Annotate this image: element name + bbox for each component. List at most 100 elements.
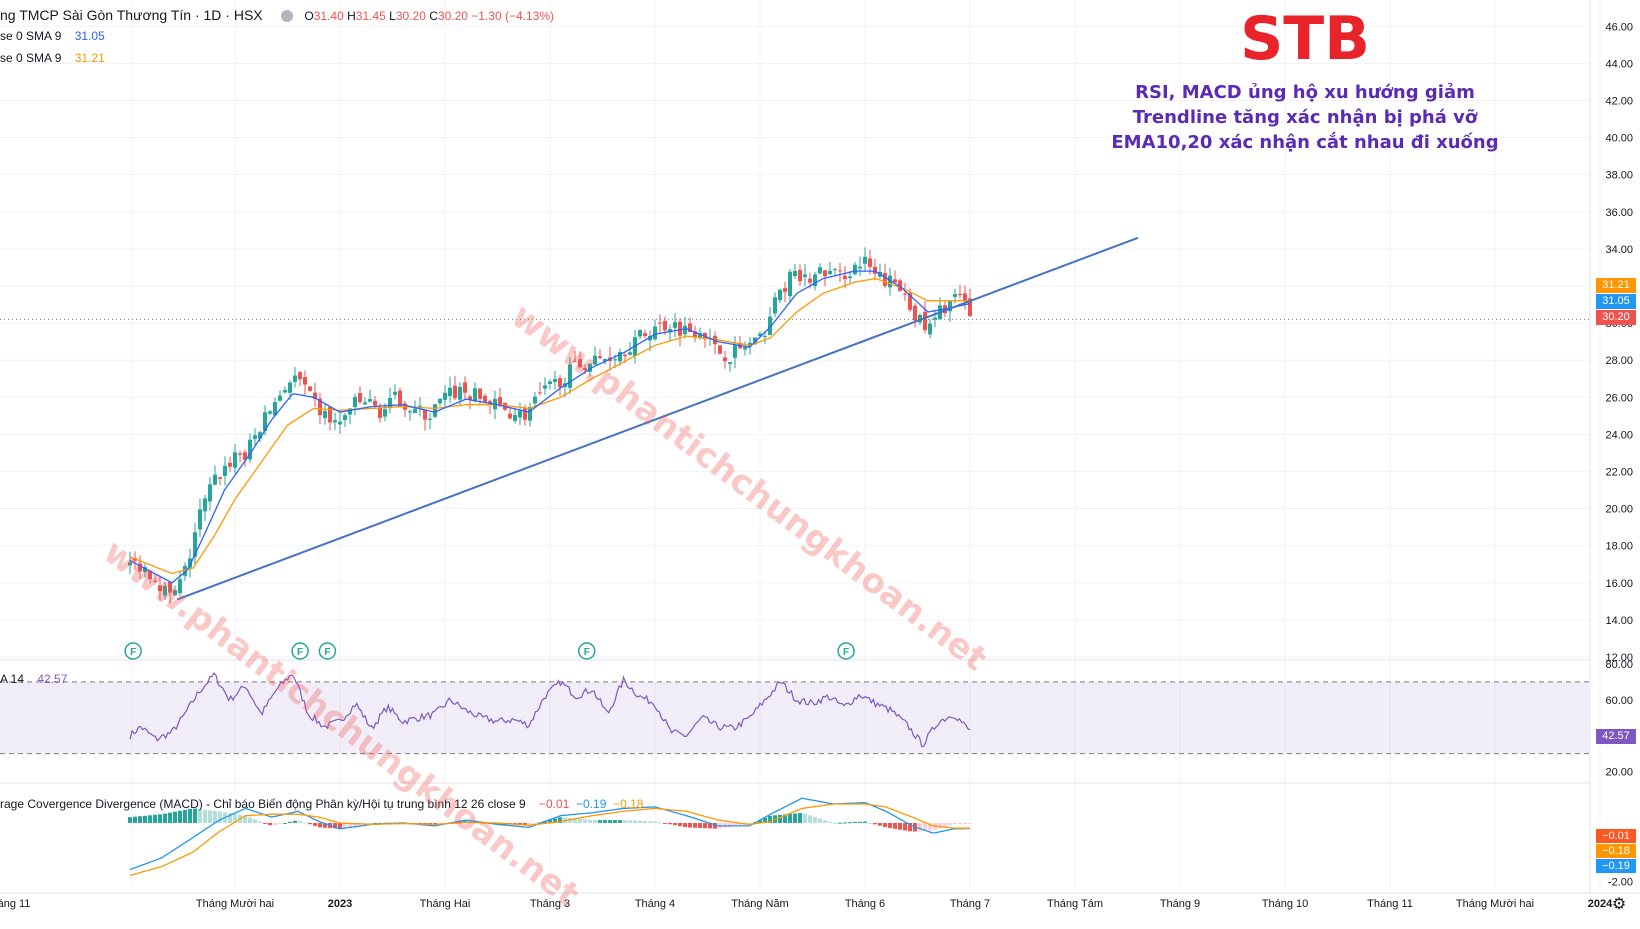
macd-hist-bar [163,813,167,823]
candle-body [433,404,437,417]
candle-body [298,372,302,380]
macd-hist-bar [178,810,182,823]
event-marker-glyph: F [324,647,330,658]
candle-body [323,411,327,419]
macd-hist-bar [168,812,172,823]
candle-body [838,270,842,272]
macd-hist-bar [203,809,207,823]
legend-ma1[interactable]: se 0 SMA 9 31.05 [0,29,105,43]
macd-hist-bar [803,813,807,823]
macd-hist-bar [228,813,232,823]
macd-hist-bar [628,820,632,823]
ohlc-change: −1.30 (−4.13%) [471,9,555,23]
candle-body [578,359,582,368]
macd-hist-bar [373,822,377,824]
candle-body [423,409,427,420]
macd-hist-bar [653,821,657,823]
macd-hist-bar [308,822,312,825]
macd-hist-bar [153,814,157,823]
macd-hist-bar [688,822,692,828]
time-label: Tháng Mười hai [1456,898,1534,910]
ohlc-open-label: O [304,9,314,23]
price-tag-last: 30.20 [1596,310,1636,325]
macd-hist-bar [333,822,337,829]
macd-hist-bar [188,808,192,823]
macd-hist-bar [578,818,582,823]
macd-hist-bar [213,810,217,823]
macd-hist-bar [483,822,487,824]
macd-value-macd: −0.19 [576,797,607,811]
candle-body [528,406,532,421]
macd-hist-bar [553,818,557,823]
candle-body [553,379,557,382]
candle-body [783,288,787,292]
macd-hist-bar [158,814,162,823]
macd-hist-bar [668,822,672,825]
candle-body [858,266,862,269]
candle-body [473,388,477,402]
candle-body [613,359,617,361]
settings-gear-icon[interactable]: ⚙ [1611,896,1627,913]
legend-ma2[interactable]: se 0 SMA 9 31.21 [0,51,105,65]
symbol-title[interactable]: ng TMCP Sài Gòn Thương Tín · 1D · HSX [0,7,263,23]
candle-body [773,297,777,314]
event-marker [318,642,337,660]
candle-body [923,311,927,331]
candle-body [813,274,817,287]
ema-fast-line [129,270,971,584]
candle-body [963,293,967,302]
candle-body [628,352,632,355]
macd-hist-bar [943,822,947,827]
macd-hist-bar [808,815,812,823]
candle-body [293,375,297,382]
macd-tag-signal: −0.18 [1596,844,1636,858]
macd-hist-bar [793,813,797,823]
macd-legend[interactable]: rage Covergence Divergence (MACD) - Chỉ … [0,797,643,811]
macd-hist-bar [608,820,612,823]
ohlc-low-label: L [389,9,396,23]
macd-value-hist: −0.01 [538,797,570,811]
candle-body [448,387,452,396]
macd-hist-bar [558,817,562,823]
candle-body [818,267,822,274]
time-axis[interactable]: áng 11 Tháng Mười hai 2023 Tháng Hai Tháng 3… [0,898,1613,910]
candle-body [228,462,232,467]
macd-hist-bar [288,821,292,823]
macd-hist-bar [183,809,187,823]
candle-body [168,582,172,593]
price-tick-label: 26.00 [1605,392,1633,404]
macd-tag-macd: −0.19 [1596,859,1636,873]
candle-body [453,385,457,399]
macd-hist-bar [708,822,712,829]
candle-body [558,378,562,388]
macd-hist-bar [428,822,432,825]
candle-body [443,392,447,400]
macd-hist-bar [233,813,237,823]
candle-body [583,368,587,371]
price-tick-label: 16.00 [1605,578,1633,590]
candle-body [693,331,697,337]
candle-body [303,377,307,385]
time-label: 2024 [1588,898,1613,910]
candle-body [913,305,917,321]
macd-hist-bar [938,822,942,829]
candle-body [853,264,857,275]
candle-body [218,477,222,479]
macd-hist-bar [208,810,212,823]
macd-label: rage Covergence Divergence (MACD) - Chỉ … [0,797,526,811]
candle-body [658,322,662,324]
candle-body [328,406,332,423]
rsi-legend[interactable]: A 14 42.57 [0,672,67,686]
macd-hist-bar [128,817,132,823]
macd-hist-bar [293,820,297,823]
candle-body [358,392,362,403]
event-marker-glyph: F [130,647,136,658]
candle-body [213,474,217,485]
candle-body [148,570,152,580]
candle-body [283,390,287,393]
eye-toggle-icon[interactable] [280,10,293,23]
macd-hist-bar [143,815,147,823]
macd-hist-bar [758,820,762,823]
macd-hist-bar [823,820,827,823]
macd-hist-bar [193,808,197,823]
